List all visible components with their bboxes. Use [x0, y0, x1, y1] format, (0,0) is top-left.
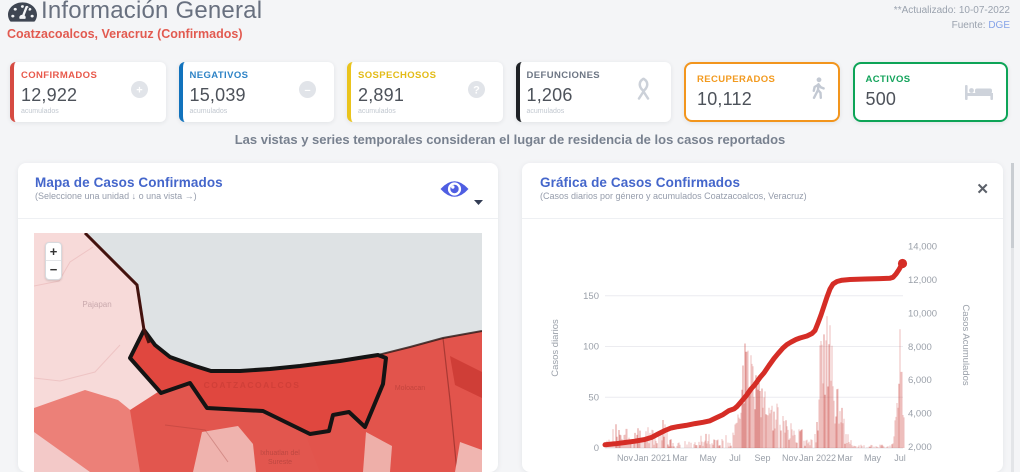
svg-text:0: 0 [594, 443, 599, 454]
svg-text:50: 50 [588, 392, 599, 403]
svg-text:Casos diarios: Casos diarios [550, 319, 561, 377]
svg-text:Sureste: Sureste [268, 459, 292, 466]
svg-text:Mar: Mar [837, 453, 853, 463]
svg-text:4,000: 4,000 [908, 409, 932, 420]
svg-text:+: + [136, 84, 142, 96]
svg-text:COATZACOALCOS: COATZACOALCOS [204, 380, 301, 390]
svg-text:Pajapan: Pajapan [82, 300, 111, 309]
svg-text:Casos Acumulados: Casos Acumulados [960, 304, 971, 386]
svg-text:May: May [864, 453, 882, 463]
svg-text:Jan 2022: Jan 2022 [799, 453, 836, 463]
svg-text:Jul: Jul [894, 453, 906, 463]
svg-text:2,000: 2,000 [908, 442, 932, 453]
svg-text:100: 100 [583, 342, 599, 353]
svg-text:Nov: Nov [782, 453, 799, 463]
svg-text:150: 150 [583, 291, 599, 302]
svg-text:8,000: 8,000 [908, 342, 932, 353]
svg-text:Ixhuatlan del: Ixhuatlan del [260, 450, 300, 457]
svg-text:?: ? [473, 84, 480, 96]
svg-text:–: – [304, 84, 310, 96]
svg-text:Moloacan: Moloacan [395, 385, 425, 392]
svg-text:Nov: Nov [617, 453, 634, 463]
svg-text:6,000: 6,000 [908, 375, 932, 386]
svg-text:14,000: 14,000 [908, 242, 937, 253]
svg-text:Jan 2021: Jan 2021 [634, 453, 671, 463]
svg-text:Jul: Jul [729, 453, 741, 463]
svg-text:12,000: 12,000 [908, 275, 937, 286]
svg-text:10,000: 10,000 [908, 308, 937, 319]
svg-text:May: May [699, 453, 717, 463]
svg-text:Sep: Sep [754, 453, 770, 463]
svg-text:Mar: Mar [672, 453, 688, 463]
